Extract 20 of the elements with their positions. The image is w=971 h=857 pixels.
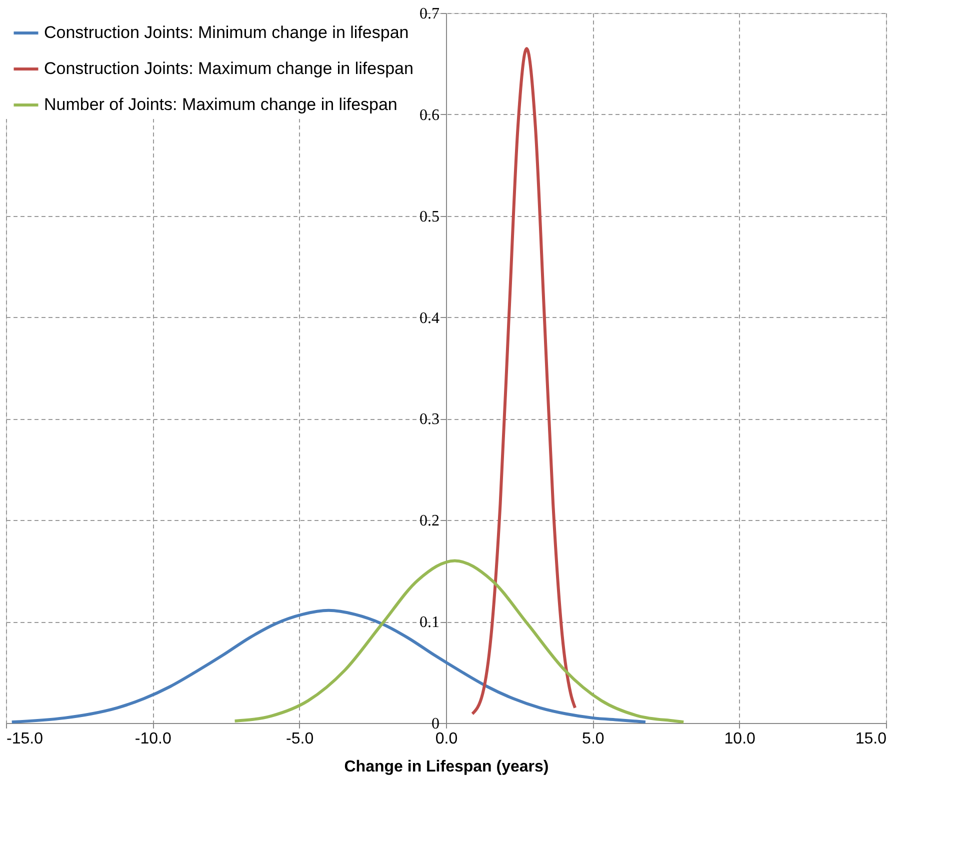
legend-label: Construction Joints: Minimum change in lifespan <box>44 23 409 42</box>
x-tick-label: 10.0 <box>724 730 756 748</box>
x-tick-label: -5.0 <box>286 730 314 748</box>
x-tick-label: 0.0 <box>435 730 458 748</box>
x-tick-label: -15.0 <box>6 730 44 748</box>
x-tick-label: 5.0 <box>582 730 604 748</box>
y-tick-label: 0.7 <box>420 6 440 22</box>
line-series <box>470 47 577 716</box>
legend-label: Number of Joints: Maximum change in lifespan <box>44 95 398 114</box>
y-tick-label: 0.1 <box>420 614 440 632</box>
x-tick-label: 15.0 <box>855 730 887 748</box>
y-tick-label: 0.4 <box>420 310 440 327</box>
x-tick-label: -10.0 <box>134 730 172 748</box>
legend-label: Construction Joints: Maximum change in lifespan <box>44 59 414 78</box>
y-tick-label: 0 <box>432 716 440 732</box>
y-tick-label: 0.2 <box>420 512 440 530</box>
x-axis-title: Change in Lifespan (years) <box>344 758 549 776</box>
y-tick-label: 0.5 <box>420 208 440 226</box>
y-tick-label: 0.6 <box>420 106 440 124</box>
y-tick-label: 0.3 <box>420 411 440 428</box>
